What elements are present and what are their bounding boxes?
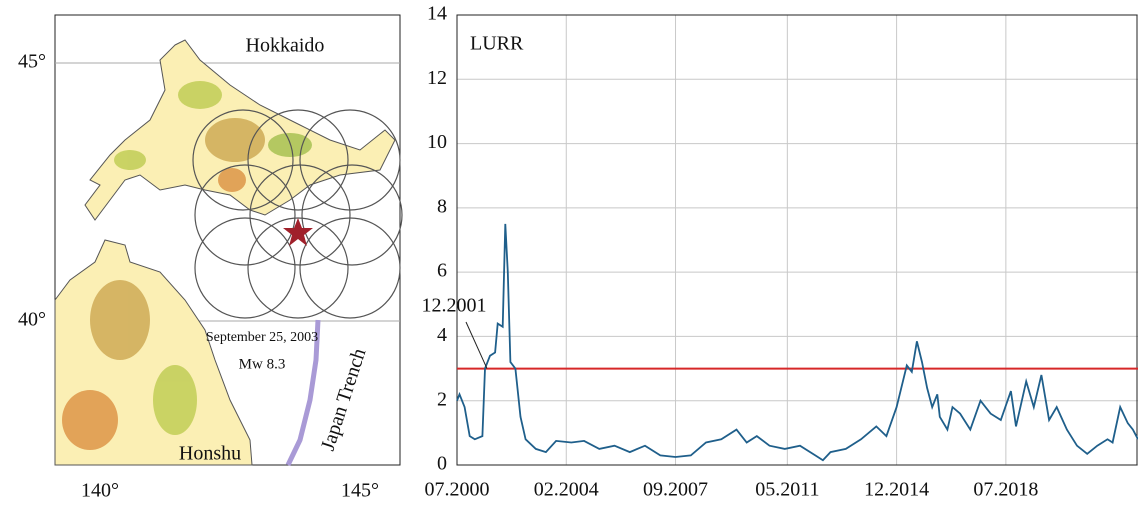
y-tick-label: 4 (437, 324, 447, 346)
plot-frame (457, 15, 1137, 465)
annotation-leader (466, 322, 487, 369)
data-line (457, 224, 1138, 460)
y-axis-label: LURR (470, 33, 524, 55)
map: Hokkaido Honshu Japan Trench September 2… (18, 15, 402, 502)
y-tick-label: 12 (427, 67, 447, 89)
figure: Hokkaido Honshu Japan Trench September 2… (0, 0, 1138, 510)
annotation: 12.2001 (422, 295, 487, 317)
event-date: September 25, 2003 (206, 330, 318, 345)
region-label: Honshu (179, 443, 241, 465)
x-tick-label: 05.2011 (755, 479, 819, 501)
y-tick-label: 6 (437, 260, 447, 282)
event-magnitude: Mw 8.3 (239, 356, 286, 372)
region-label: Hokkaido (246, 35, 325, 57)
lon-label: 145° (341, 480, 379, 502)
x-tick-label: 09.2007 (643, 479, 708, 501)
x-tick-label: 07.2000 (425, 479, 490, 501)
y-tick-label: 14 (427, 3, 447, 25)
lat-label: 45° (18, 51, 46, 73)
y-tick-label: 2 (437, 388, 447, 410)
x-tick-label: 02.2004 (534, 479, 599, 501)
x-tick-label: 12.2014 (864, 479, 929, 501)
lon-label: 140° (81, 480, 119, 502)
y-tick-label: 8 (437, 195, 447, 217)
y-tick-label: 0 (437, 453, 447, 475)
lat-label: 40° (18, 309, 46, 331)
y-tick-label: 10 (427, 131, 447, 153)
x-tick-label: 07.2018 (973, 479, 1038, 501)
